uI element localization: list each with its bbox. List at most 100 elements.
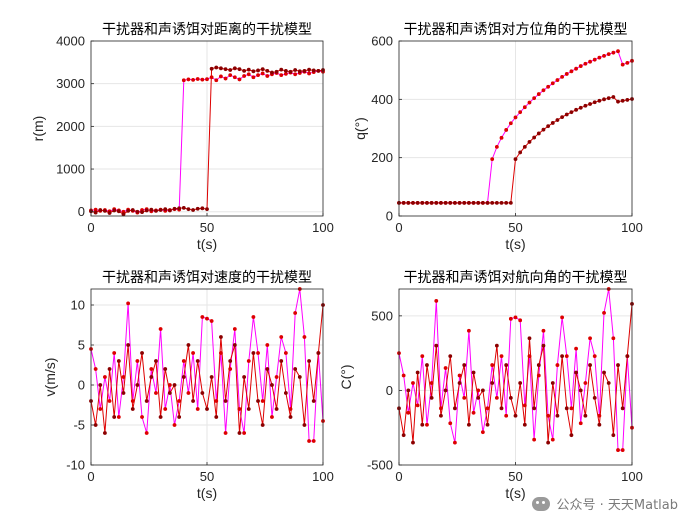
data-point [527, 140, 532, 144]
data-point [411, 381, 415, 385]
data-point [112, 351, 117, 355]
data-point [279, 67, 284, 72]
data-point [163, 367, 168, 371]
data-point [513, 157, 518, 162]
data-point [283, 351, 288, 355]
data-point [205, 316, 209, 321]
data-point [616, 448, 620, 452]
data-point [149, 207, 154, 212]
data-point [420, 422, 425, 427]
data-point [205, 207, 209, 212]
data-point [302, 423, 307, 427]
data-point [466, 200, 471, 205]
data-point [592, 354, 597, 359]
data-point [140, 415, 144, 419]
x-axis-label: t(s) [197, 236, 217, 252]
data-point [606, 381, 611, 385]
data-point [167, 391, 172, 395]
data-point [186, 343, 191, 347]
y-tick-label: -10 [66, 458, 85, 473]
x-tick-label: 0 [395, 220, 402, 235]
data-point [107, 367, 112, 371]
y-tick-label: 4000 [56, 34, 85, 49]
data-point [569, 433, 574, 438]
data-point [494, 144, 499, 149]
data-point [140, 210, 144, 215]
data-point [453, 406, 457, 411]
data-point [172, 423, 177, 427]
x-tick-label: 100 [621, 220, 643, 235]
data-point [93, 210, 98, 215]
data-point [536, 363, 541, 367]
data-point [443, 366, 448, 370]
data-point [434, 299, 439, 303]
data-point [205, 77, 209, 82]
data-point [256, 351, 260, 355]
data-point [620, 62, 625, 67]
data-point [411, 200, 415, 205]
data-point [588, 363, 592, 367]
data-point [476, 395, 481, 400]
data-point [288, 69, 293, 74]
data-point [569, 406, 574, 411]
data-point [256, 73, 260, 78]
data-point [616, 99, 620, 104]
data-point [93, 423, 98, 427]
data-point [448, 200, 453, 205]
data-point [126, 343, 131, 347]
data-point [246, 407, 251, 411]
data-point [149, 375, 154, 379]
data-point [611, 336, 616, 341]
data-point [256, 68, 260, 73]
data-point [625, 354, 630, 359]
data-point [569, 110, 574, 115]
data-point [513, 413, 518, 418]
data-point [425, 422, 429, 427]
data-point [625, 60, 630, 65]
data-point [214, 65, 219, 70]
data-point [443, 200, 448, 205]
chart-title: 干扰器和声诱饵对距离的干扰模型 [102, 21, 312, 38]
data-point [140, 351, 144, 355]
data-point [237, 67, 242, 72]
data-point [564, 354, 569, 359]
data-point [242, 68, 247, 73]
data-point [588, 102, 592, 106]
data-point [606, 96, 611, 101]
data-point [279, 73, 284, 78]
data-point [434, 200, 439, 205]
data-point [522, 422, 527, 427]
data-point [126, 208, 131, 213]
data-point [158, 415, 163, 419]
data-point [471, 370, 476, 375]
data-point [103, 431, 107, 435]
data-point [283, 391, 288, 395]
data-point [518, 381, 523, 385]
data-point [181, 205, 186, 210]
data-point [98, 407, 103, 411]
data-point [518, 318, 523, 323]
data-point [499, 200, 504, 205]
data-point [606, 52, 611, 57]
x-tick-label: 100 [621, 469, 643, 484]
x-axis-label: t(s) [197, 485, 217, 501]
data-point [583, 103, 588, 108]
data-point [616, 49, 620, 54]
data-point [443, 388, 448, 393]
data-point [546, 440, 551, 445]
data-point [172, 383, 177, 387]
data-point [583, 381, 588, 385]
data-point [265, 74, 270, 78]
data-point [260, 399, 265, 403]
data-point [251, 315, 256, 319]
data-point [274, 407, 279, 411]
y-tick-label: 400 [371, 92, 393, 107]
x-tick-label: 50 [200, 469, 214, 484]
y-axis-label: v(m/s) [42, 358, 58, 397]
data-point [283, 68, 288, 73]
data-point [307, 359, 311, 363]
data-point [578, 105, 583, 110]
data-point [504, 413, 509, 418]
data-point [316, 351, 321, 355]
data-point [103, 375, 107, 379]
